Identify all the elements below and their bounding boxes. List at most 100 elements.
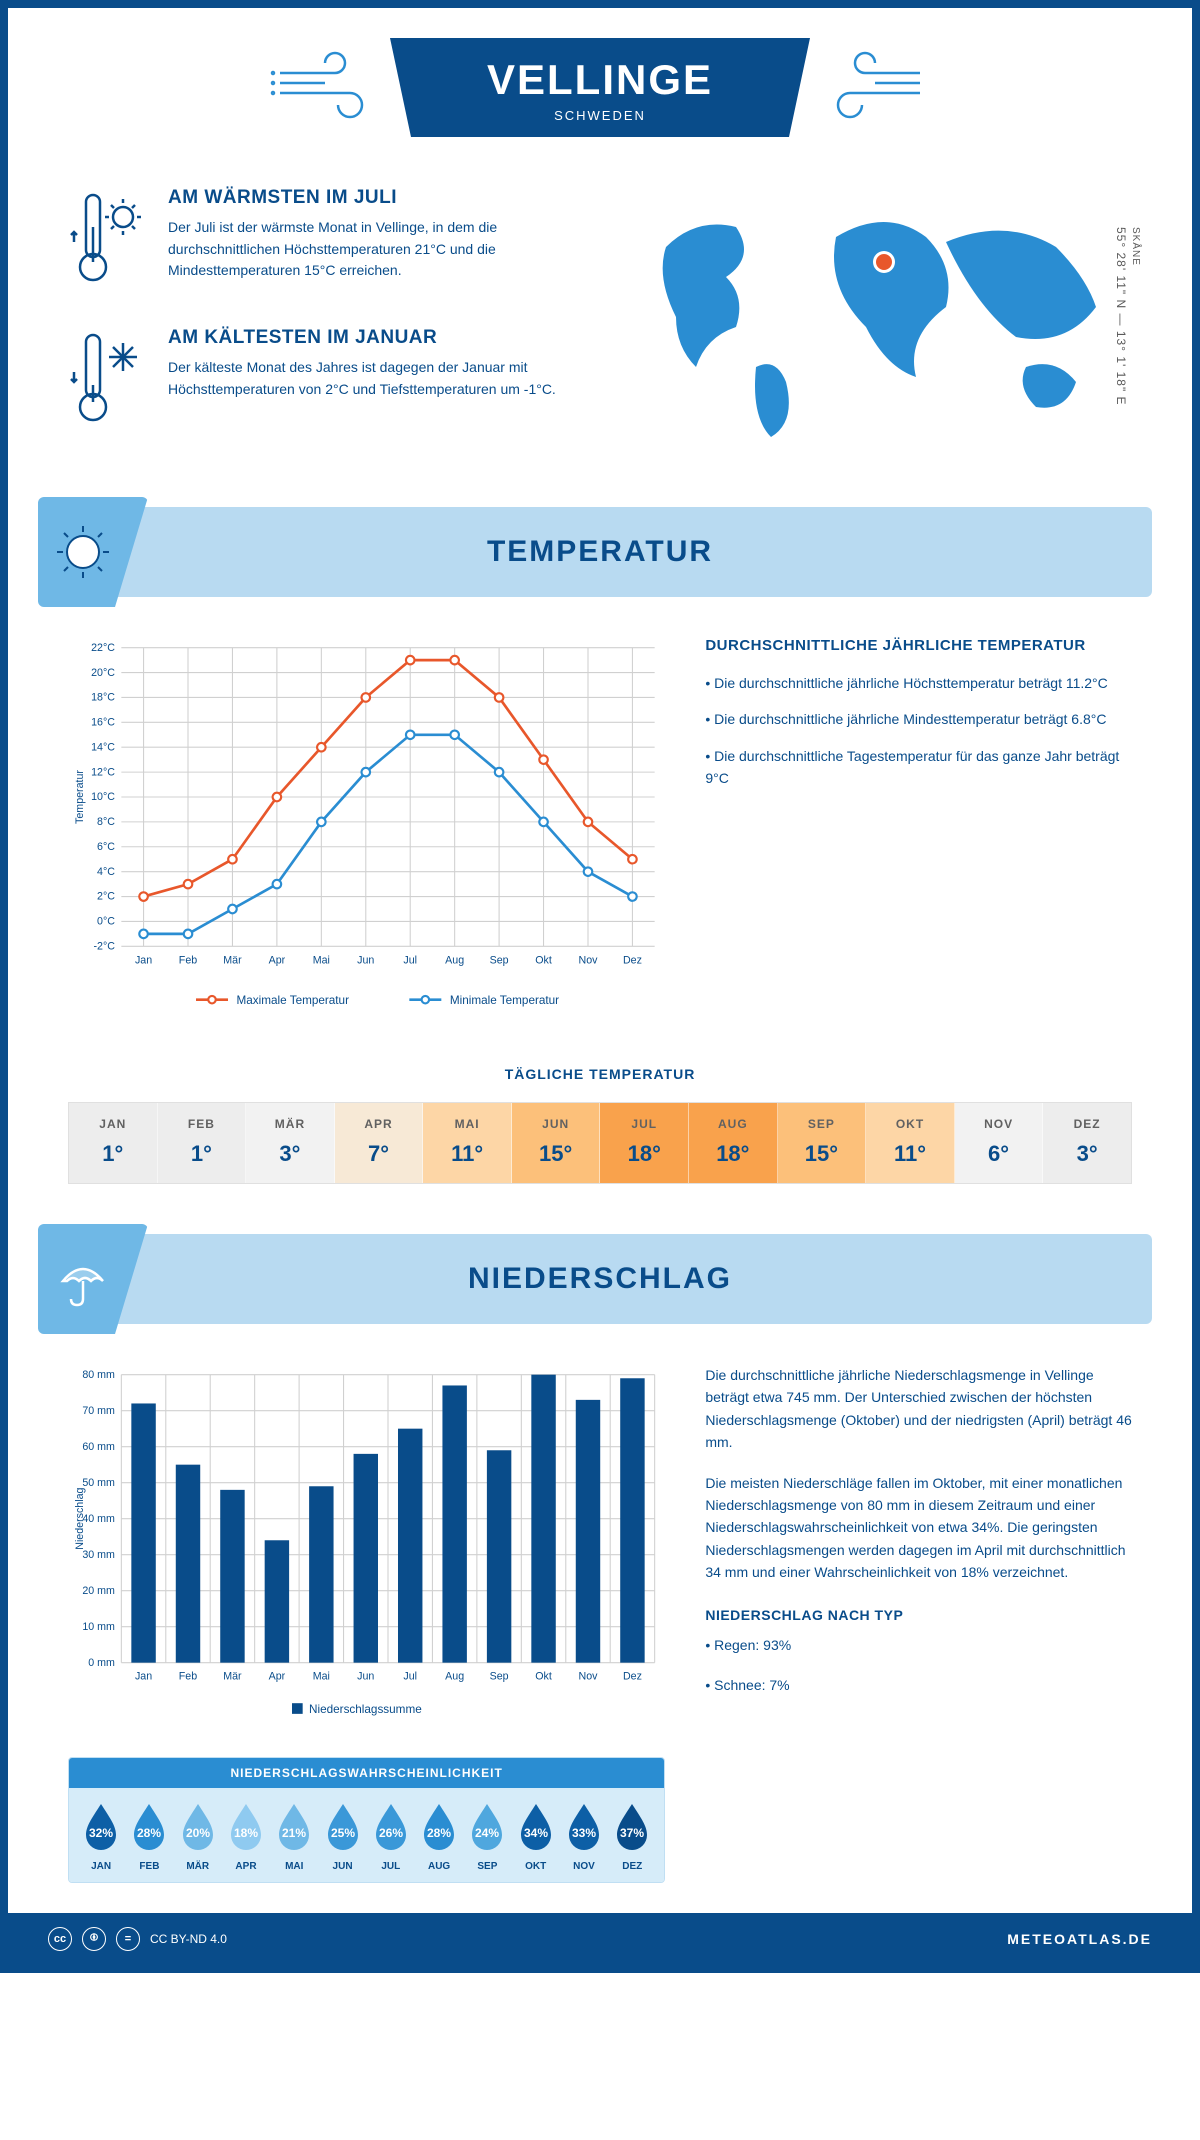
svg-text:Dez: Dez [623,1671,642,1683]
svg-text:Jun: Jun [357,1671,374,1683]
svg-text:6°C: 6°C [97,841,115,853]
svg-text:Mär: Mär [223,954,242,966]
prob-cell: 32% JAN [77,1800,125,1872]
daily-temp-cell: JUL18° [600,1103,689,1183]
svg-text:Aug: Aug [445,954,464,966]
svg-text:Niederschlagssumme: Niederschlagssumme [309,1703,422,1716]
svg-text:Mär: Mär [223,1671,242,1683]
city-title: VELLINGE [480,56,720,104]
world-map-icon [620,187,1132,447]
svg-text:Minimale Temperatur: Minimale Temperatur [450,994,559,1007]
svg-text:40 mm: 40 mm [82,1513,115,1525]
daily-temp-cell: JAN1° [69,1103,158,1183]
coldest-title: AM KÄLTESTEN IM JANUAR [168,327,580,349]
svg-text:Niederschlag: Niederschlag [74,1487,86,1549]
prob-cell: 28% FEB [125,1800,173,1872]
latlon-label: 55° 28' 11" N — 13° 1' 18" E [1114,227,1128,406]
svg-text:Jan: Jan [135,1671,152,1683]
svg-text:Sep: Sep [490,1671,509,1683]
temp-text-title: DURCHSCHNITTLICHE JÄHRLICHE TEMPERATUR [705,637,1132,654]
svg-text:Mai: Mai [313,1671,330,1683]
daily-temperature-table: TÄGLICHE TEMPERATUR JAN1°FEB1°MÄR3°APR7°… [8,1046,1192,1234]
svg-text:Feb: Feb [179,954,197,966]
svg-text:8°C: 8°C [97,816,115,828]
precipitation-probability-box: NIEDERSCHLAGSWAHRSCHEINLICHKEIT 32% JAN … [68,1757,665,1883]
daily-temp-cell: SEP15° [778,1103,867,1183]
temp-bullet-1: • Die durchschnittliche jährliche Mindes… [705,708,1132,730]
svg-text:Apr: Apr [269,954,286,966]
top-facts-section: AM WÄRMSTEN IM JULI Der Juli ist der wär… [8,157,1192,507]
temperature-heading: TEMPERATUR [487,535,713,569]
by-icon: 🅯 [82,1927,106,1951]
world-map-panel: SKÅNE 55° 28' 11" N — 13° 1' 18" E [620,187,1132,467]
svg-text:16°C: 16°C [91,717,115,729]
precip-type-title: NIEDERSCHLAG NACH TYP [705,1604,1132,1626]
svg-text:20%: 20% [186,1826,210,1840]
daily-temp-cell: AUG18° [689,1103,778,1183]
prob-cell: 18% APR [222,1800,270,1872]
svg-text:Okt: Okt [535,954,552,966]
svg-text:10°C: 10°C [91,791,115,803]
sun-icon [38,497,148,607]
precip-type-0: • Regen: 93% [705,1634,1132,1656]
title-banner: VELLINGE SCHWEDEN [390,38,810,137]
svg-text:Maximale Temperatur: Maximale Temperatur [237,994,350,1007]
daily-temp-cell: JUN15° [512,1103,601,1183]
footer: cc 🅯 = CC BY-ND 4.0 METEOATLAS.DE [8,1913,1192,1965]
daily-temp-title: TÄGLICHE TEMPERATUR [68,1066,1132,1082]
temperature-banner: TEMPERATUR [48,507,1152,597]
svg-text:0°C: 0°C [97,916,115,928]
prob-cell: 25% JUN [318,1800,366,1872]
svg-text:50 mm: 50 mm [82,1477,115,1489]
prob-cell: 33% NOV [560,1800,608,1872]
svg-text:14°C: 14°C [91,741,115,753]
svg-text:Okt: Okt [535,1671,552,1683]
temp-bullet-2: • Die durchschnittliche Tagestemperatur … [705,745,1132,790]
svg-text:Aug: Aug [445,1671,464,1683]
svg-text:70 mm: 70 mm [82,1405,115,1417]
wind-icon-right [810,48,930,128]
prob-cell: 20% MÄR [174,1800,222,1872]
page-frame: VELLINGE SCHWEDEN [0,0,1200,1973]
svg-text:25%: 25% [331,1826,355,1840]
precipitation-content: 0 mm10 mm20 mm30 mm40 mm50 mm60 mm70 mm8… [8,1324,1192,1913]
warmest-fact: AM WÄRMSTEN IM JULI Der Juli ist der wär… [68,187,580,292]
svg-text:22°C: 22°C [91,642,115,654]
precipitation-bar-chart: 0 mm10 mm20 mm30 mm40 mm50 mm60 mm70 mm8… [68,1364,665,1727]
precipitation-heading: NIEDERSCHLAG [468,1262,732,1296]
svg-text:Apr: Apr [269,1671,286,1683]
svg-text:28%: 28% [427,1826,451,1840]
svg-text:0 mm: 0 mm [88,1657,115,1669]
svg-text:Jul: Jul [403,1671,417,1683]
daily-temp-cell: MAI11° [423,1103,512,1183]
prob-cell: 26% JUL [367,1800,415,1872]
svg-text:37%: 37% [620,1826,644,1840]
temperature-content: -2°C0°C2°C4°C6°C8°C10°C12°C14°C16°C18°C2… [8,597,1192,1046]
svg-text:21%: 21% [282,1826,306,1840]
brand-label: METEOATLAS.DE [1007,1931,1152,1947]
svg-text:28%: 28% [137,1826,161,1840]
cc-icon: cc [48,1927,72,1951]
svg-text:Nov: Nov [579,1671,599,1683]
svg-text:34%: 34% [524,1826,548,1840]
svg-text:Jul: Jul [403,954,417,966]
precip-type-1: • Schnee: 7% [705,1674,1132,1696]
svg-text:33%: 33% [572,1826,596,1840]
svg-text:Feb: Feb [179,1671,197,1683]
prob-cell: 37% DEZ [608,1800,656,1872]
svg-text:20 mm: 20 mm [82,1585,115,1597]
precip-text-2: Die meisten Niederschläge fallen im Okto… [705,1472,1132,1584]
svg-text:4°C: 4°C [97,866,115,878]
daily-temp-cell: OKT11° [866,1103,955,1183]
svg-text:Mai: Mai [313,954,330,966]
svg-text:Temperatur: Temperatur [74,770,86,824]
temperature-line-chart: -2°C0°C2°C4°C6°C8°C10°C12°C14°C16°C18°C2… [68,637,665,1021]
daily-temp-cell: NOV6° [955,1103,1044,1183]
daily-temp-cell: DEZ3° [1043,1103,1131,1183]
wind-icon-left [270,48,390,128]
svg-text:24%: 24% [475,1826,499,1840]
coldest-body: Der kälteste Monat des Jahres ist dagege… [168,357,580,400]
nd-icon: = [116,1927,140,1951]
warmest-body: Der Juli ist der wärmste Monat in Vellin… [168,217,580,282]
umbrella-icon [38,1224,148,1334]
